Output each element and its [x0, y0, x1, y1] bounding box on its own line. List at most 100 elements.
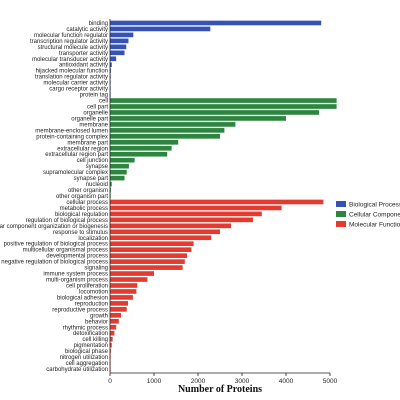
bar — [110, 50, 125, 56]
category-label: translation regulator activity — [35, 75, 108, 81]
category-label: metabolic process — [60, 206, 108, 212]
category-label: extracellular region — [57, 146, 108, 152]
category-label: organelle part — [71, 116, 108, 122]
legend-swatch — [336, 211, 346, 217]
category-label: transporter activity — [59, 51, 108, 57]
category-label: hijacked molecular function — [36, 69, 108, 75]
category-label: cell proliferation — [66, 283, 108, 289]
legend-swatch — [336, 221, 346, 227]
category-label: positive regulation of biological proces… — [4, 242, 108, 248]
bar — [110, 145, 172, 151]
bar — [110, 68, 111, 74]
bar — [110, 32, 134, 38]
bar — [110, 265, 183, 270]
category-label: molecular transducer activity — [32, 57, 108, 63]
bar — [110, 301, 129, 306]
category-label: growth — [90, 313, 108, 319]
bar — [110, 307, 127, 312]
bar — [110, 62, 112, 68]
category-label: structural molecule activity — [38, 45, 108, 51]
category-label: multi-organism process — [46, 278, 108, 284]
category-label: other organism — [68, 188, 108, 194]
category-label: detoxification — [73, 331, 108, 337]
x-tick-label: 4000 — [279, 378, 294, 385]
category-label: cell aggregation — [66, 361, 108, 367]
x-axis-ticks: 0 1000 2000 3000 4000 5000 — [108, 373, 338, 385]
category-label: reproductive process — [52, 307, 108, 313]
category-label: protein tag — [80, 93, 108, 99]
bar — [110, 259, 185, 264]
category-label: molecular function regulator — [34, 33, 108, 39]
category-label: other organism part — [56, 194, 108, 200]
bar — [110, 199, 324, 205]
bar — [110, 283, 138, 288]
category-label: cell killing — [82, 337, 108, 343]
x-tick-label: 3000 — [235, 378, 250, 385]
category-label: transcription regulator activity — [30, 39, 108, 45]
x-tick-label: 2000 — [191, 378, 206, 385]
legend: Biological Process Cellular Component Mole… — [336, 201, 400, 229]
category-label: synapse — [86, 164, 109, 170]
bar — [110, 318, 119, 324]
category-label: organelle — [83, 110, 108, 116]
category-label: regulation of biological process — [26, 218, 108, 224]
bar — [110, 98, 337, 103]
category-label: nucleoid — [86, 182, 108, 188]
bar — [110, 247, 192, 253]
bar — [110, 217, 253, 223]
category-label: negative regulation of biological proces… — [1, 260, 108, 266]
legend-label: Biological Process — [349, 202, 400, 209]
category-label: membrane part — [67, 140, 108, 146]
x-axis-title: Number of Proteins — [178, 384, 262, 395]
bar — [110, 205, 282, 211]
bar — [110, 110, 319, 115]
bar — [110, 157, 135, 163]
category-label: cell — [99, 99, 108, 105]
category-label: developmental process — [46, 254, 108, 260]
category-label: protein-containing complex — [36, 134, 108, 140]
bar — [110, 312, 121, 318]
category-label: response to stimulus — [53, 230, 108, 236]
x-tick-label: 1000 — [147, 378, 162, 385]
category-label: multicellular organismal process — [23, 248, 108, 254]
category-label: antioxidant activity — [59, 63, 108, 69]
bar — [110, 175, 125, 181]
bar-group — [110, 20, 337, 372]
legend-swatch — [336, 201, 346, 207]
bar — [110, 20, 322, 26]
bar — [110, 151, 168, 157]
category-label: carbohydrate utilization — [46, 367, 108, 373]
bar — [110, 289, 137, 294]
category-label: extracellular region part — [45, 152, 108, 158]
bar — [110, 324, 117, 330]
bar — [110, 181, 112, 187]
category-label: supramolecular complex — [43, 170, 108, 176]
category-label: localization — [78, 236, 108, 242]
category-label: rhythmic process — [63, 325, 108, 331]
bar — [110, 330, 115, 336]
bar — [110, 295, 133, 300]
category-label: biological regulation — [55, 212, 108, 218]
bar — [110, 163, 129, 169]
category-label: cellular process — [66, 200, 108, 206]
bar — [110, 187, 111, 193]
bar — [110, 229, 220, 235]
bar — [110, 342, 112, 348]
x-axis: 0 1000 2000 3000 4000 5000 — [108, 19, 338, 385]
category-label: signaling — [84, 266, 108, 272]
x-tick-label: 5000 — [323, 378, 338, 385]
bar — [110, 56, 117, 62]
category-label: membrane-enclosed lumen — [35, 128, 108, 134]
category-label: biological phase — [65, 349, 109, 355]
bar — [110, 241, 194, 247]
category-label: synapse part — [74, 176, 109, 182]
bar — [110, 122, 236, 127]
bar — [110, 223, 231, 229]
category-label: nitrogen utilization — [60, 355, 108, 361]
bar — [110, 277, 148, 282]
category-label: biological adhesion — [57, 295, 108, 301]
bar — [110, 26, 211, 32]
bar — [110, 104, 337, 109]
